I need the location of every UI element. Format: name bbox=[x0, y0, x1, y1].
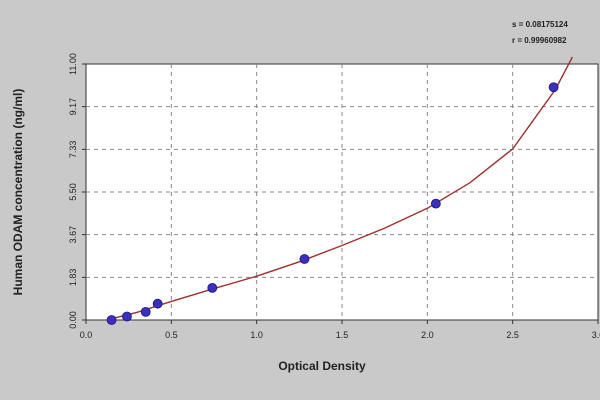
x-tick-label: 1.0 bbox=[250, 330, 263, 340]
x-tick-label: 3.0 bbox=[592, 330, 600, 340]
y-tick-label: 5.50 bbox=[68, 183, 78, 201]
data-point bbox=[152, 298, 163, 309]
y-tick-label: 0.00 bbox=[68, 311, 78, 329]
x-tick-label: 0.5 bbox=[165, 330, 178, 340]
x-tick-label: 2.0 bbox=[421, 330, 434, 340]
y-tick-label: 3.67 bbox=[68, 226, 78, 244]
y-tick-label: 7.33 bbox=[68, 141, 78, 159]
y-tick-label: 1.83 bbox=[68, 269, 78, 287]
data-point bbox=[106, 315, 117, 325]
data-point bbox=[430, 198, 441, 209]
stat-r-text: r = 0.99960982 bbox=[512, 36, 567, 45]
x-tick-label: 1.5 bbox=[336, 330, 349, 340]
data-point bbox=[207, 282, 218, 293]
x-tick-label: 0.0 bbox=[80, 330, 93, 340]
data-point bbox=[122, 311, 132, 322]
y-axis-label: Human ODAM concentration (ng/ml) bbox=[11, 89, 25, 296]
stat-s-text: s = 0.08175124 bbox=[512, 20, 568, 29]
data-point bbox=[548, 82, 559, 93]
y-tick-label: 9.17 bbox=[68, 98, 78, 116]
x-axis-label: Optical Density bbox=[278, 359, 366, 373]
x-tick-label: 2.5 bbox=[506, 330, 519, 340]
data-point bbox=[299, 254, 310, 264]
data-point bbox=[140, 306, 151, 317]
y-tick-label: 11.00 bbox=[68, 53, 78, 75]
fitted-curve-line bbox=[106, 56, 574, 320]
